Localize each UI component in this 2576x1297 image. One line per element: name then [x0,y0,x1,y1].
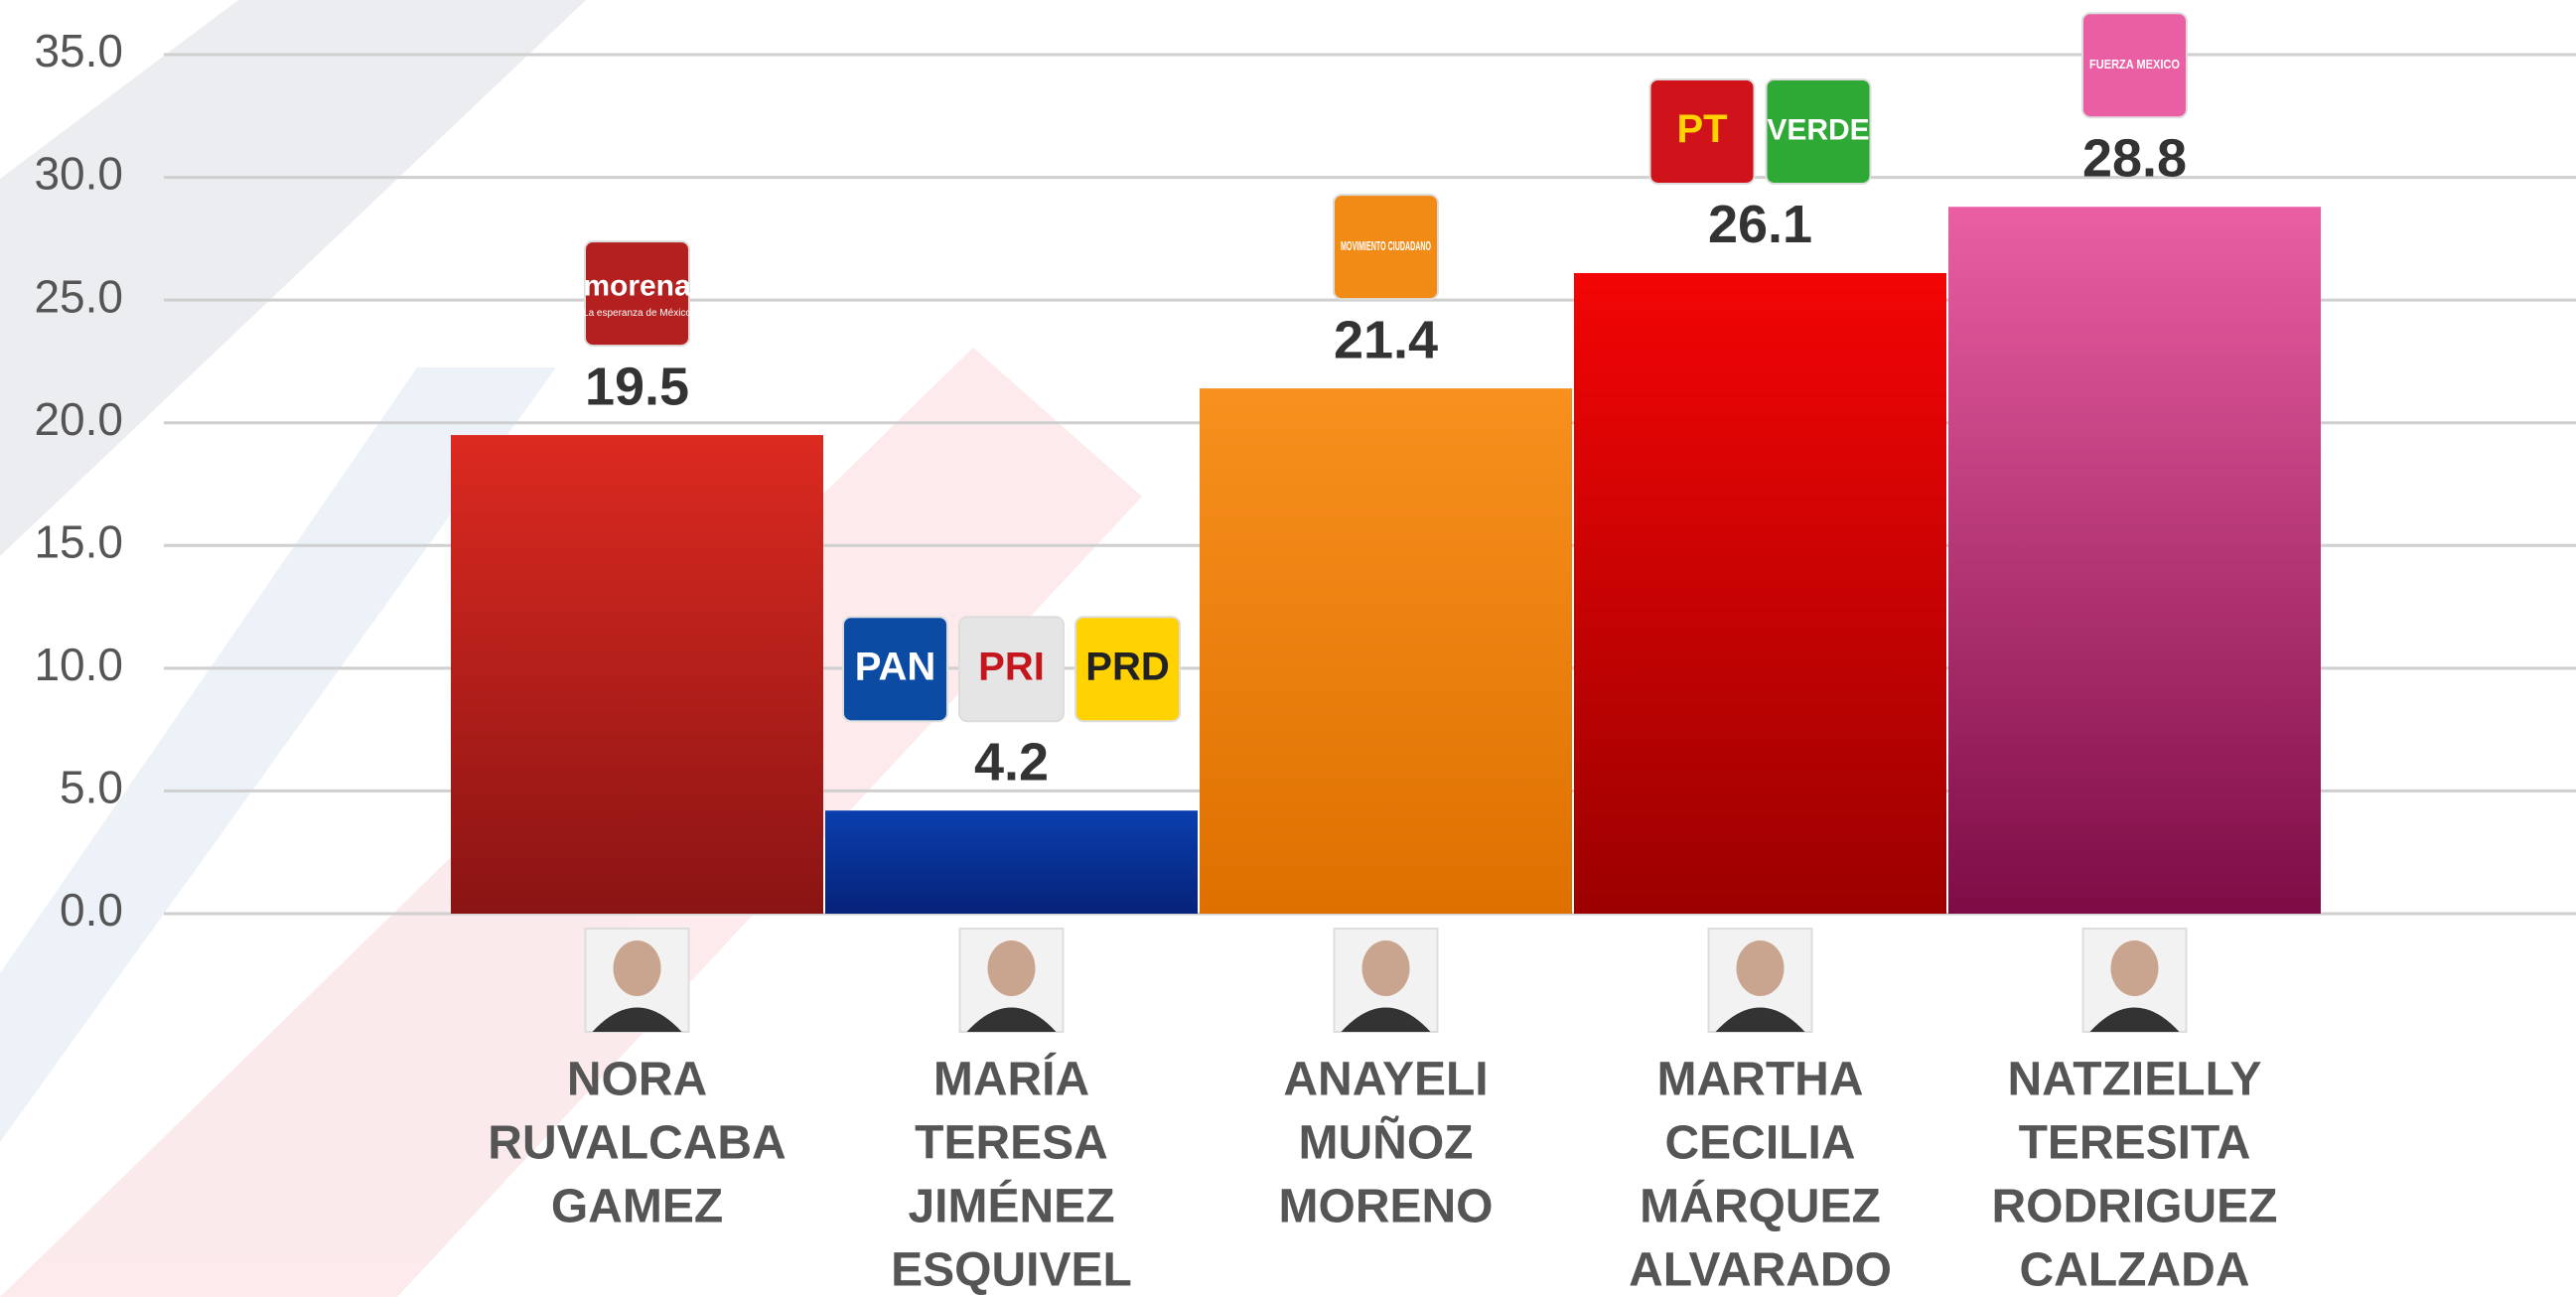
candidate-photo [1709,929,1812,1032]
x-tick-label: ESQUIVEL [891,1244,1132,1297]
party-logo-label: PAN [855,645,935,688]
party-logo-label: FUERZA MEXICO [2089,57,2180,72]
y-tick-label: 5.0 [60,762,123,813]
x-tick-label: MARÍA [933,1053,1089,1106]
candidate-photo [960,929,1064,1032]
value-label: 4.2 [974,732,1049,792]
x-tick-label: ALVARADO [1629,1244,1892,1297]
party-logo-label: PRD [1085,645,1169,688]
y-tick-label: 25.0 [34,270,123,322]
x-tick-label: RUVALCABA [488,1117,786,1170]
bar [1574,273,1946,914]
party-logo-label: morena [583,269,691,302]
photo-head [988,940,1036,996]
x-tick-label: JIMÉNEZ [908,1180,1114,1233]
party-logo-label: MOVIMIENTO CIUDADANO [1341,238,1431,253]
y-tick-label: 15.0 [34,515,123,567]
x-tick-label: MARTHA [1657,1054,1864,1106]
x-tick-label: RODRIGUEZ [1992,1181,2278,1233]
x-tick-label: CALZADA [2020,1244,2250,1297]
bar [825,810,1198,914]
bar [1200,388,1572,914]
page: 0.0 5.0 10.0 15.0 20.0 25.0 30.0 35.0 19.5 morena… [0,0,2576,1297]
bar [451,435,823,914]
x-tick-label: TERESA [915,1117,1108,1170]
x-tick-label: MORENO [1279,1181,1494,1233]
y-tick-label: 20.0 [34,393,123,445]
photo-head [2111,940,2159,996]
value-label: 21.4 [1334,310,1438,369]
chart: 0.0 5.0 10.0 15.0 20.0 25.0 30.0 35.0 19.5 morena… [0,0,2576,1297]
x-tick-label: MUÑOZ [1299,1115,1474,1170]
photo-head [614,940,661,996]
value-label: 19.5 [585,357,689,416]
x-tick-label: MÁRQUEZ [1640,1180,1881,1233]
candidate-photo [586,929,689,1032]
y-tick-label: 30.0 [34,148,123,200]
x-tick-label: CECILIA [1665,1117,1856,1170]
bar [1948,207,2321,914]
y-tick-label: 0.0 [60,884,123,936]
candidate-photo [1335,929,1438,1032]
party-logo-sublabel: La esperanza de México [583,308,691,319]
x-tick-label: ANAYELI [1283,1054,1488,1106]
party-logo-label: VERDE [1767,113,1869,146]
x-tick-label: TERESITA [2019,1117,2251,1170]
y-tick-label: 10.0 [34,639,123,690]
y-tick-label: 35.0 [34,25,123,76]
photo-head [1362,940,1410,996]
photo-head [1737,940,1785,996]
x-tick-label: NORA [567,1054,707,1106]
party-logo-label: PT [1676,107,1727,151]
x-tick-label: GAMEZ [551,1181,723,1233]
value-label: 26.1 [1708,195,1812,254]
candidate-photo [2083,929,2187,1032]
x-tick-label: NATZIELLY [2007,1054,2261,1106]
party-logo-label: PRI [978,645,1045,688]
value-label: 28.8 [2082,128,2187,188]
